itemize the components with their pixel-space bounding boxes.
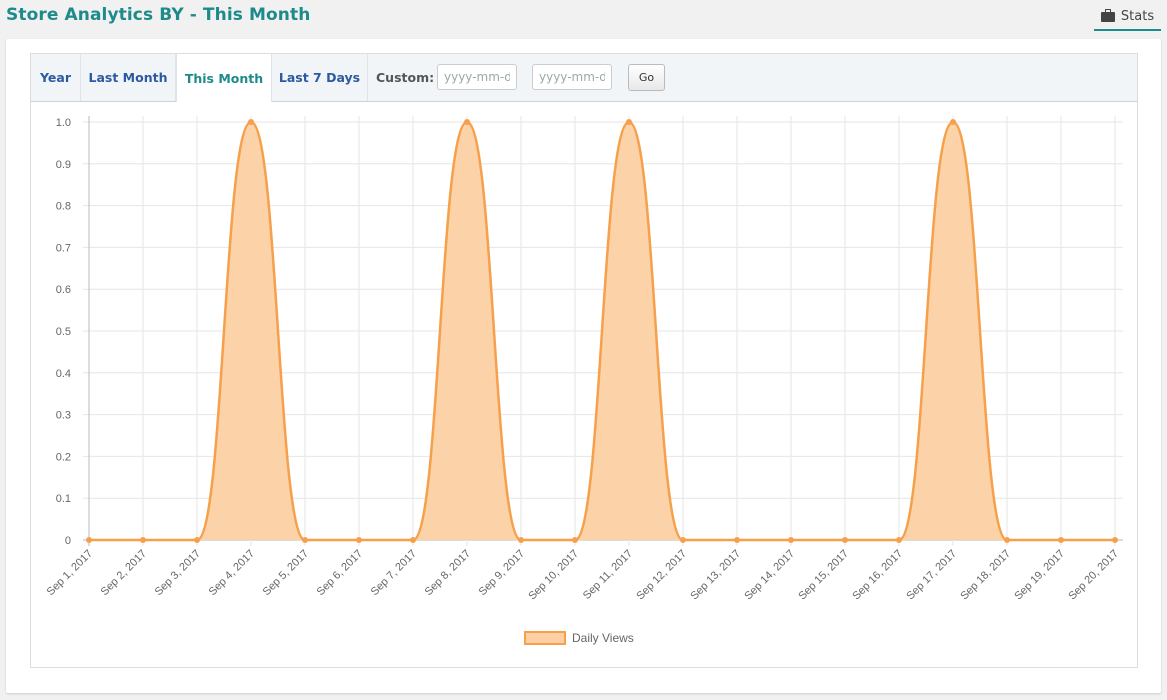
tab-this-month[interactable]: This Month: [176, 54, 272, 102]
analytics-panel: Year Last Month This Month Last 7 Days C…: [6, 39, 1161, 693]
data-point: [464, 119, 470, 125]
y-tick-label: 0.1: [56, 493, 71, 505]
data-point: [734, 537, 740, 543]
data-point: [356, 537, 362, 543]
data-point: [950, 119, 956, 125]
x-tick-label: Sep 6, 2017: [315, 548, 365, 598]
data-point: [842, 537, 848, 543]
data-point: [1112, 537, 1118, 543]
custom-range-label: Custom:: [376, 70, 435, 85]
x-tick-label: Sep 11, 2017: [581, 548, 635, 602]
data-point: [788, 537, 794, 543]
x-tick-label: Sep 15, 2017: [796, 548, 851, 603]
y-tick-label: 0.2: [56, 451, 71, 463]
x-tick-label: Sep 12, 2017: [634, 548, 689, 603]
x-tick-label: Sep 3, 2017: [153, 548, 203, 598]
x-tick-label: Sep 18, 2017: [958, 548, 1013, 603]
data-point: [410, 537, 416, 543]
data-point: [248, 119, 254, 125]
data-point: [518, 537, 524, 543]
data-point: [194, 537, 200, 543]
stats-label: Stats: [1120, 8, 1155, 24]
x-tick-label: Sep 5, 2017: [261, 548, 311, 598]
y-tick-label: 0.8: [56, 201, 71, 213]
data-point: [626, 119, 632, 125]
go-button[interactable]: Go: [628, 64, 665, 91]
data-point: [680, 537, 686, 543]
x-tick-label: Sep 7, 2017: [369, 548, 419, 598]
y-tick-label: 1.0: [56, 117, 71, 129]
x-tick-label: Sep 16, 2017: [850, 548, 905, 603]
stats-tab[interactable]: Stats: [1094, 3, 1161, 31]
y-tick-label: 0.4: [56, 368, 71, 380]
x-tick-label: Sep 10, 2017: [526, 548, 581, 603]
legend-label: Daily Views: [572, 631, 634, 645]
x-tick-label: Sep 20, 2017: [1066, 548, 1121, 603]
x-tick-label: Sep 1, 2017: [45, 548, 95, 598]
tab-last-month[interactable]: Last Month: [81, 54, 176, 101]
data-point: [572, 537, 578, 543]
y-tick-label: 0.6: [56, 284, 71, 296]
data-point: [86, 537, 92, 543]
y-tick-label: 0.5: [56, 326, 71, 338]
tab-year[interactable]: Year: [31, 54, 81, 101]
data-point: [302, 537, 308, 543]
x-tick-label: Sep 19, 2017: [1012, 548, 1067, 603]
data-point: [1004, 537, 1010, 543]
data-point: [140, 537, 146, 543]
custom-from-date-input[interactable]: [437, 64, 517, 90]
tab-last-7-days[interactable]: Last 7 Days: [272, 54, 368, 101]
x-tick-label: Sep 14, 2017: [742, 548, 797, 603]
range-tab-bar: Year Last Month This Month Last 7 Days C…: [31, 54, 1137, 102]
x-tick-label: Sep 8, 2017: [423, 548, 473, 598]
briefcase-icon: [1100, 9, 1115, 22]
chart-container: Year Last Month This Month Last 7 Days C…: [30, 53, 1138, 668]
x-tick-label: Sep 9, 2017: [477, 548, 527, 598]
x-tick-label: Sep 2, 2017: [99, 548, 149, 598]
y-tick-label: 0.3: [56, 410, 71, 422]
legend-swatch: [524, 631, 566, 645]
daily-views-line: [88, 120, 1115, 542]
x-tick-label: Sep 17, 2017: [904, 548, 959, 603]
x-tick-label: Sep 13, 2017: [688, 548, 743, 603]
y-tick-label: 0: [65, 535, 71, 547]
y-tick-label: 0.7: [56, 242, 71, 254]
y-tick-label: 0.9: [56, 159, 71, 171]
x-tick-label: Sep 4, 2017: [207, 548, 257, 598]
daily-views-chart: 0 0.1 0.2 0.3 0.4 0.5 0.6 0.7 0.8 0.9 1.0 Sep 1, 20…: [45, 116, 1123, 645]
data-point: [896, 537, 902, 543]
data-point: [1058, 537, 1064, 543]
page-title: Store Analytics BY - This Month: [6, 5, 311, 25]
custom-to-date-input[interactable]: [532, 64, 612, 90]
